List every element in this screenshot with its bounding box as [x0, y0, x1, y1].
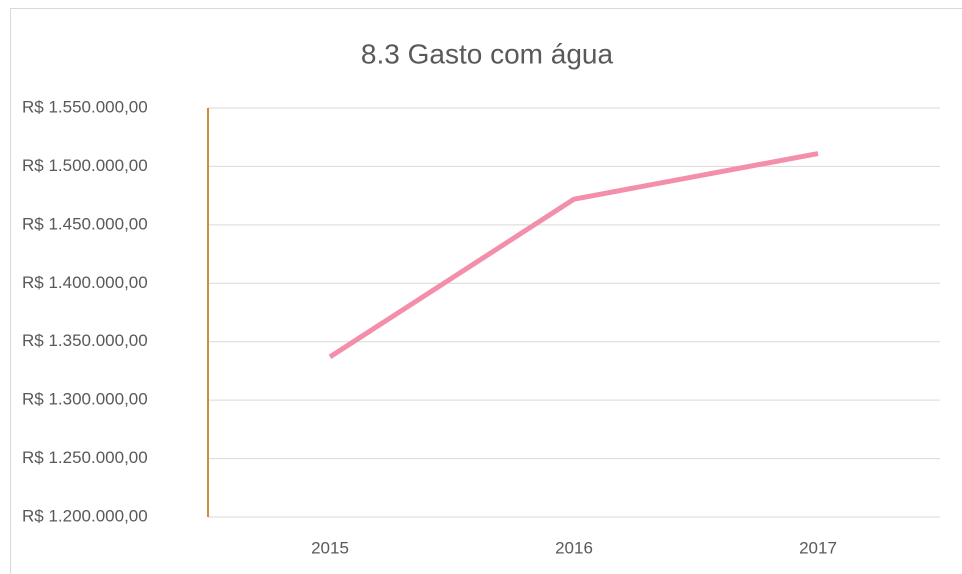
y-tick-label: R$ 1.450.000,00 [22, 214, 148, 233]
chart-title: 8.3 Gasto com água [361, 38, 614, 69]
x-tick-label: 2015 [311, 538, 349, 557]
y-tick-label: R$ 1.350.000,00 [22, 331, 148, 350]
y-tick-label: R$ 1.550.000,00 [22, 97, 148, 116]
x-tick-label: 2017 [799, 538, 837, 557]
x-tick-label: 2016 [555, 538, 593, 557]
y-tick-label: R$ 1.250.000,00 [22, 448, 148, 467]
y-tick-label: R$ 1.300.000,00 [22, 390, 148, 409]
data-line [328, 151, 819, 360]
y-tick-label: R$ 1.500.000,00 [22, 156, 148, 175]
chart-border [10, 8, 962, 574]
y-tick-label: R$ 1.400.000,00 [22, 273, 148, 292]
y-tick-label: R$ 1.200.000,00 [22, 506, 148, 525]
